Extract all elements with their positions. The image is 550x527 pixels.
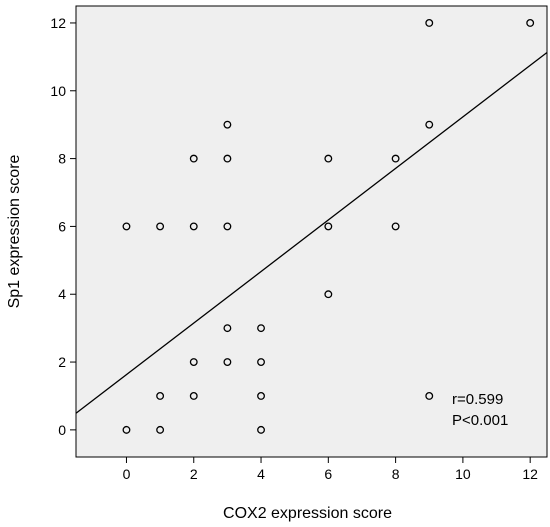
y-tick-label: 12 (50, 15, 66, 31)
y-tick-label: 6 (58, 218, 66, 234)
data-point (425, 19, 434, 27)
data-point (324, 154, 333, 163)
data-point (223, 358, 232, 367)
y-tick-label: 10 (50, 83, 66, 99)
data-point (223, 154, 232, 163)
x-tick-label: 2 (190, 466, 198, 482)
data-point (189, 392, 198, 400)
data-point (223, 120, 232, 129)
p-value-annotation: P<0.001 (452, 412, 508, 429)
data-point (425, 392, 434, 400)
data-point (189, 154, 198, 163)
x-tick-label: 10 (455, 466, 471, 482)
y-tick-label: 4 (58, 286, 66, 302)
x-tick-label: 6 (324, 466, 332, 482)
x-axis-title: COX2 expression score (223, 505, 392, 522)
x-tick-label: 0 (123, 466, 131, 482)
data-point (324, 222, 333, 231)
data-point (189, 222, 198, 231)
data-point (257, 392, 265, 400)
y-tick-label: 0 (58, 422, 66, 438)
data-point (156, 222, 165, 231)
data-point (122, 425, 131, 434)
x-tick-label: 12 (522, 466, 538, 482)
data-point (391, 222, 400, 231)
y-axis-title: Sp1 expression score (6, 154, 23, 308)
data-point (526, 19, 535, 27)
data-point (223, 324, 232, 333)
plot-area (75, 5, 548, 458)
regression-line (75, 51, 548, 414)
data-point (223, 222, 232, 231)
data-point (324, 290, 333, 299)
data-point (391, 154, 400, 163)
data-point (122, 222, 131, 231)
data-point (189, 358, 198, 367)
x-tick-label: 4 (257, 466, 265, 482)
data-point (257, 324, 265, 333)
y-tick-label: 2 (58, 354, 66, 370)
correlation-annotation: r=0.599 (452, 391, 503, 408)
data-point (257, 358, 265, 367)
data-point (425, 120, 434, 129)
data-point (257, 425, 265, 434)
y-tick-label: 8 (58, 151, 66, 167)
data-point (156, 425, 165, 434)
x-tick-label: 8 (392, 466, 400, 482)
data-point (156, 392, 165, 400)
